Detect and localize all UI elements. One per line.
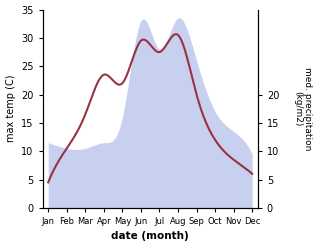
Y-axis label: med. precipitation
(kg/m2): med. precipitation (kg/m2) (293, 67, 313, 150)
Y-axis label: max temp (C): max temp (C) (5, 75, 16, 143)
X-axis label: date (month): date (month) (111, 231, 189, 242)
